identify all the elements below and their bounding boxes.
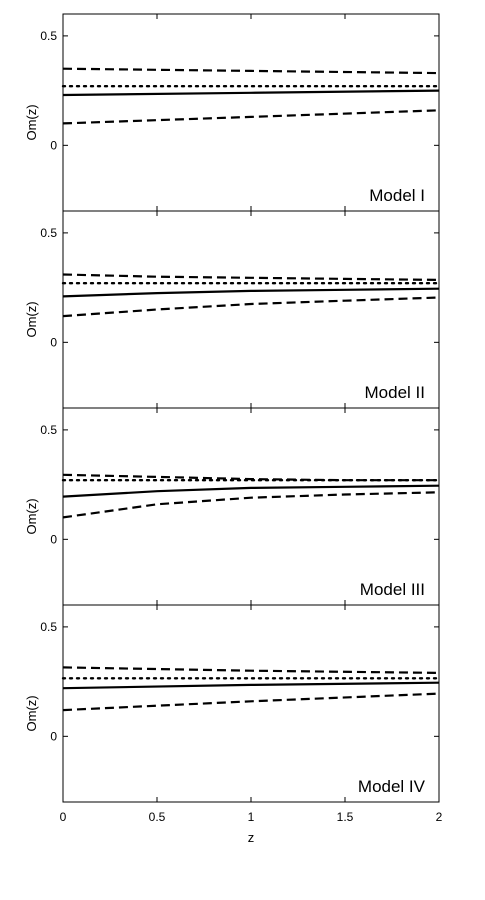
model-label: Model I [369, 186, 425, 205]
series-dashed-2-2 [62, 273, 440, 281]
y-axis-title: Om(z) [24, 498, 39, 534]
series-solid-3-0 [62, 484, 440, 498]
model-label: Model II [365, 383, 425, 402]
y-tick-label: 0 [50, 532, 57, 546]
y-tick-label: 0 [50, 729, 57, 743]
y-tick-label: 0.5 [40, 29, 57, 43]
x-tick-label: 1 [248, 810, 255, 824]
y-tick-label: 0.5 [40, 620, 57, 634]
y-tick-label: 0.5 [40, 423, 57, 437]
panel-frame-1 [62, 13, 440, 212]
series-solid-1-0 [62, 89, 440, 97]
x-tick-label: 2 [436, 810, 443, 824]
x-axis-title: z [248, 830, 255, 845]
panel-frame-3 [62, 407, 440, 606]
x-tick-label: 1.5 [337, 810, 354, 824]
series-dashed-4-3 [62, 692, 440, 712]
y-tick-label: 0 [50, 138, 57, 152]
panel-frame-2 [62, 210, 440, 409]
series-dashed-2-3 [62, 296, 440, 318]
y-tick-label: 0.5 [40, 226, 57, 240]
model-label: Model III [360, 580, 425, 599]
y-axis-title: Om(z) [24, 104, 39, 140]
model-label: Model IV [358, 777, 426, 796]
panel-frame-4 [62, 604, 440, 803]
series-dashed-3-2 [62, 473, 439, 482]
x-tick-label: 0 [60, 810, 67, 824]
series-dashed-3-3 [62, 491, 440, 519]
series-dashed-4-2 [62, 666, 440, 674]
series-solid-2-0 [62, 287, 440, 298]
x-tick-label: 0.5 [149, 810, 166, 824]
series-dashed-1-3 [62, 109, 440, 125]
y-axis-title: Om(z) [24, 301, 39, 337]
series-solid-4-0 [62, 681, 440, 690]
y-tick-label: 0 [50, 335, 57, 349]
series-dashed-1-2 [62, 67, 440, 75]
y-axis-title: Om(z) [24, 695, 39, 731]
